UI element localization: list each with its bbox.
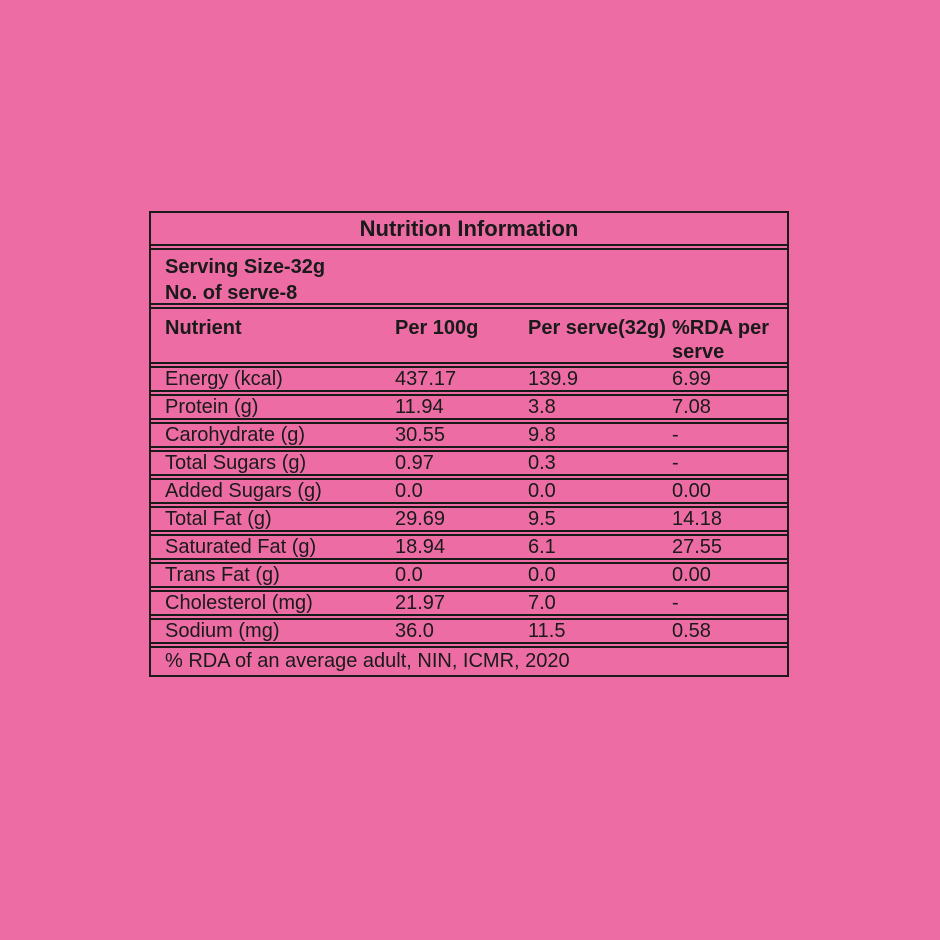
column-header-nutrient: Nutrient [165, 317, 242, 339]
per-serve-cell: 6.1 [528, 535, 556, 558]
rda-cell: - [672, 423, 679, 446]
per-100g-cell: 437.17 [395, 367, 457, 390]
per-serve-cell: 0.0 [528, 479, 556, 502]
nutrient-name-cell: Trans Fat (g) [165, 563, 280, 586]
table-row-cholesterol: Cholesterol (mg) 21.97 7.0 - [151, 590, 787, 616]
per-serve-cell: 139.9 [528, 367, 579, 390]
per-serve-cell: 9.5 [528, 507, 556, 530]
table-row-added-sugars: Added Sugars (g) 0.0 0.0 0.00 [151, 478, 787, 504]
table-row-sodium: Sodium (mg) 36.0 11.5 0.58 [151, 618, 787, 644]
table-title-text: Nutrition Information [359, 215, 579, 241]
rda-cell: - [672, 591, 679, 614]
column-header-row: Nutrient Per 100g Per serve(32g) %RDA pe… [151, 307, 787, 364]
serving-info-row: Serving Size-32g No. of serve-8 [151, 248, 787, 305]
rda-footnote-text: % RDA of an average adult, NIN, ICMR, 20… [165, 650, 570, 672]
nutrient-name-cell: Total Sugars (g) [165, 451, 307, 474]
nutrient-name-cell: Cholesterol (mg) [165, 591, 313, 614]
table-title: Nutrition Information [151, 213, 787, 246]
table-row-energy: Energy (kcal) 437.17 139.9 6.99 [151, 366, 787, 392]
per-serve-cell: 0.3 [528, 451, 556, 474]
per-serve-cell: 3.8 [528, 395, 556, 418]
per-100g-cell: 0.0 [395, 479, 423, 502]
nutrient-name-cell: Saturated Fat (g) [165, 535, 317, 558]
per-serve-cell: 11.5 [528, 619, 566, 642]
column-header-rda-per-serve: %RDA per serve [672, 317, 770, 363]
table-row-protein: Protein (g) 11.94 3.8 7.08 [151, 394, 787, 420]
serving-size-text: Serving Size-32g [165, 256, 326, 278]
table-row-saturated-fat: Saturated Fat (g) 18.94 6.1 27.55 [151, 534, 787, 560]
column-header-per-100g: Per 100g [395, 317, 479, 339]
per-serve-cell: 0.0 [528, 563, 556, 586]
rda-cell: - [672, 451, 679, 474]
nutrient-name-cell: Carohydrate (g) [165, 423, 306, 446]
nutrient-name-cell: Sodium (mg) [165, 619, 280, 642]
per-100g-cell: 11.94 [395, 395, 444, 418]
rda-footnote-row: % RDA of an average adult, NIN, ICMR, 20… [151, 646, 787, 675]
per-100g-cell: 30.55 [395, 423, 446, 446]
rda-cell: 0.00 [672, 563, 711, 586]
rda-cell: 6.99 [672, 367, 711, 390]
per-100g-cell: 21.97 [395, 591, 446, 614]
rda-cell: 27.55 [672, 535, 723, 558]
per-100g-cell: 0.0 [395, 563, 423, 586]
rda-cell: 7.08 [672, 395, 711, 418]
table-row-trans-fat: Trans Fat (g) 0.0 0.0 0.00 [151, 562, 787, 588]
rda-cell: 0.00 [672, 479, 711, 502]
per-serve-cell: 9.8 [528, 423, 556, 446]
per-100g-cell: 36.0 [395, 619, 434, 642]
nutrient-name-cell: Total Fat (g) [165, 507, 272, 530]
table-row-carbohydrate: Carohydrate (g) 30.55 9.8 - [151, 422, 787, 448]
nutrient-name-cell: Protein (g) [165, 395, 259, 418]
rda-cell: 14.18 [672, 507, 723, 530]
number-of-serves-text: No. of serve-8 [165, 282, 298, 304]
column-header-per-serve: Per serve(32g) [528, 317, 666, 339]
table-row-total-sugars: Total Sugars (g) 0.97 0.3 - [151, 450, 787, 476]
nutrition-information-table: Nutrition Information Serving Size-32g N… [149, 211, 789, 677]
per-serve-cell: 7.0 [528, 591, 556, 614]
table-row-total-fat: Total Fat (g) 29.69 9.5 14.18 [151, 506, 787, 532]
nutrient-name-cell: Added Sugars (g) [165, 479, 322, 502]
nutrient-name-cell: Energy (kcal) [165, 367, 283, 390]
per-100g-cell: 18.94 [395, 535, 446, 558]
rda-cell: 0.58 [672, 619, 711, 642]
per-100g-cell: 0.97 [395, 451, 434, 474]
per-100g-cell: 29.69 [395, 507, 446, 530]
